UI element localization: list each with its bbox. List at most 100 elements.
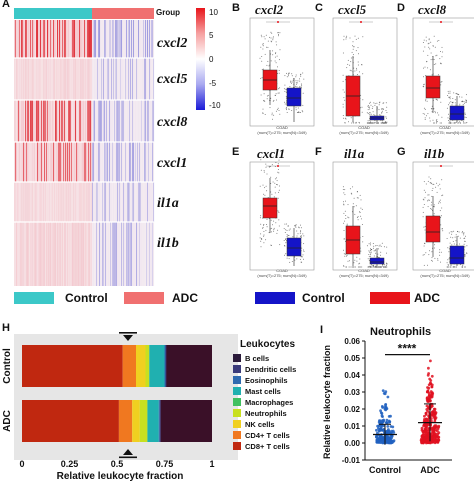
heatmap-cell <box>36 182 38 222</box>
data-point <box>436 99 438 101</box>
data-point <box>271 112 273 114</box>
data-point <box>373 264 375 266</box>
x-axis-label: Relative leukocyte fraction <box>57 471 184 481</box>
data-point <box>367 258 369 260</box>
heatmap-cell <box>97 182 99 222</box>
data-point <box>266 64 268 66</box>
data-point <box>360 215 362 217</box>
data-point <box>284 232 286 233</box>
data-point <box>386 112 388 113</box>
data-point <box>302 72 304 74</box>
heatmap-cell <box>50 222 52 286</box>
heatmap-cell <box>105 58 107 100</box>
heatmap-cell <box>133 58 135 100</box>
heatmap-cell <box>37 20 39 58</box>
heatmap-cell <box>105 20 107 58</box>
data-point <box>357 64 359 66</box>
heatmap-cell <box>48 100 50 142</box>
heatmap-cell <box>34 222 36 286</box>
heatmap-cell <box>92 182 94 222</box>
heatmap-cell <box>66 182 68 222</box>
data-point-control <box>389 434 393 438</box>
data-point <box>430 204 432 206</box>
legend-title-leukocytes: Leukocytes <box>240 339 296 350</box>
data-point <box>342 103 344 105</box>
heatmap-cell <box>149 182 151 222</box>
data-point <box>448 122 450 124</box>
heatmap-cell <box>63 222 65 286</box>
data-point <box>270 166 272 167</box>
bar-segment-other <box>166 345 212 387</box>
data-point <box>285 239 287 240</box>
heatmap-cell <box>107 100 109 142</box>
data-point <box>288 72 290 74</box>
heatmap-cell <box>137 100 139 142</box>
data-point <box>259 237 261 239</box>
boxplot-title-d: cxcl8 <box>418 2 447 17</box>
heatmap-cell <box>152 182 154 222</box>
data-point-adc <box>429 359 432 363</box>
data-point <box>343 39 345 41</box>
data-point-adc <box>432 425 436 428</box>
heatmap-cell <box>34 58 36 100</box>
heatmap-cell <box>127 100 129 142</box>
heatmap-cell <box>135 20 137 58</box>
data-point <box>295 80 297 82</box>
heatmap-cell <box>39 222 41 286</box>
heatmap-cell <box>153 142 155 182</box>
data-point <box>289 228 291 230</box>
heatmap-cell <box>84 142 86 182</box>
data-point <box>433 64 435 65</box>
data-point <box>367 120 369 122</box>
heatmap-cell <box>91 142 93 182</box>
marker-arrow <box>123 449 133 455</box>
heatmap-cell <box>105 100 107 142</box>
data-point <box>343 201 344 203</box>
data-point <box>451 244 453 246</box>
heatmap-cell <box>39 20 41 58</box>
heatmap-cell <box>99 222 101 286</box>
group-bar-control <box>14 8 92 19</box>
data-point <box>345 215 347 216</box>
heatmap-cell <box>101 222 103 286</box>
data-point <box>260 94 262 96</box>
data-point <box>454 236 456 238</box>
data-point <box>462 264 464 266</box>
heatmap-cell <box>137 58 139 100</box>
heatmap-cell <box>97 100 99 142</box>
data-point <box>459 121 461 123</box>
heatmap-cell <box>81 182 83 222</box>
data-point <box>286 109 287 111</box>
heatmap-cell <box>82 142 84 182</box>
data-point <box>431 190 433 191</box>
data-point <box>276 184 278 186</box>
data-point <box>447 117 449 119</box>
data-point <box>459 237 461 239</box>
data-point <box>376 122 378 124</box>
data-point <box>271 227 273 229</box>
heatmap-cell <box>31 142 33 182</box>
heatmap-cell <box>20 142 22 182</box>
data-point-adc <box>434 428 438 432</box>
legend-label-mast-cells: Mast cells <box>245 387 281 396</box>
heatmap-cell <box>84 182 86 222</box>
heatmap-cell <box>42 100 44 142</box>
data-point <box>465 122 467 124</box>
data-point <box>461 96 463 98</box>
heatmap-cell <box>38 142 40 182</box>
heatmap-cell <box>144 182 146 222</box>
heatmap-cell <box>71 222 73 286</box>
data-point <box>385 117 387 119</box>
data-point <box>296 112 298 113</box>
heatmap-cell <box>104 20 106 58</box>
data-point <box>431 195 433 197</box>
heatmap-cell <box>143 100 145 142</box>
data-point <box>261 69 263 71</box>
heatmap-cell <box>46 100 48 142</box>
heatmap-cell <box>69 58 71 100</box>
heatmap-cell <box>137 142 139 182</box>
heatmap-cell <box>80 182 82 222</box>
data-point <box>298 111 300 113</box>
data-point <box>264 53 266 55</box>
data-point-adc <box>426 432 430 436</box>
